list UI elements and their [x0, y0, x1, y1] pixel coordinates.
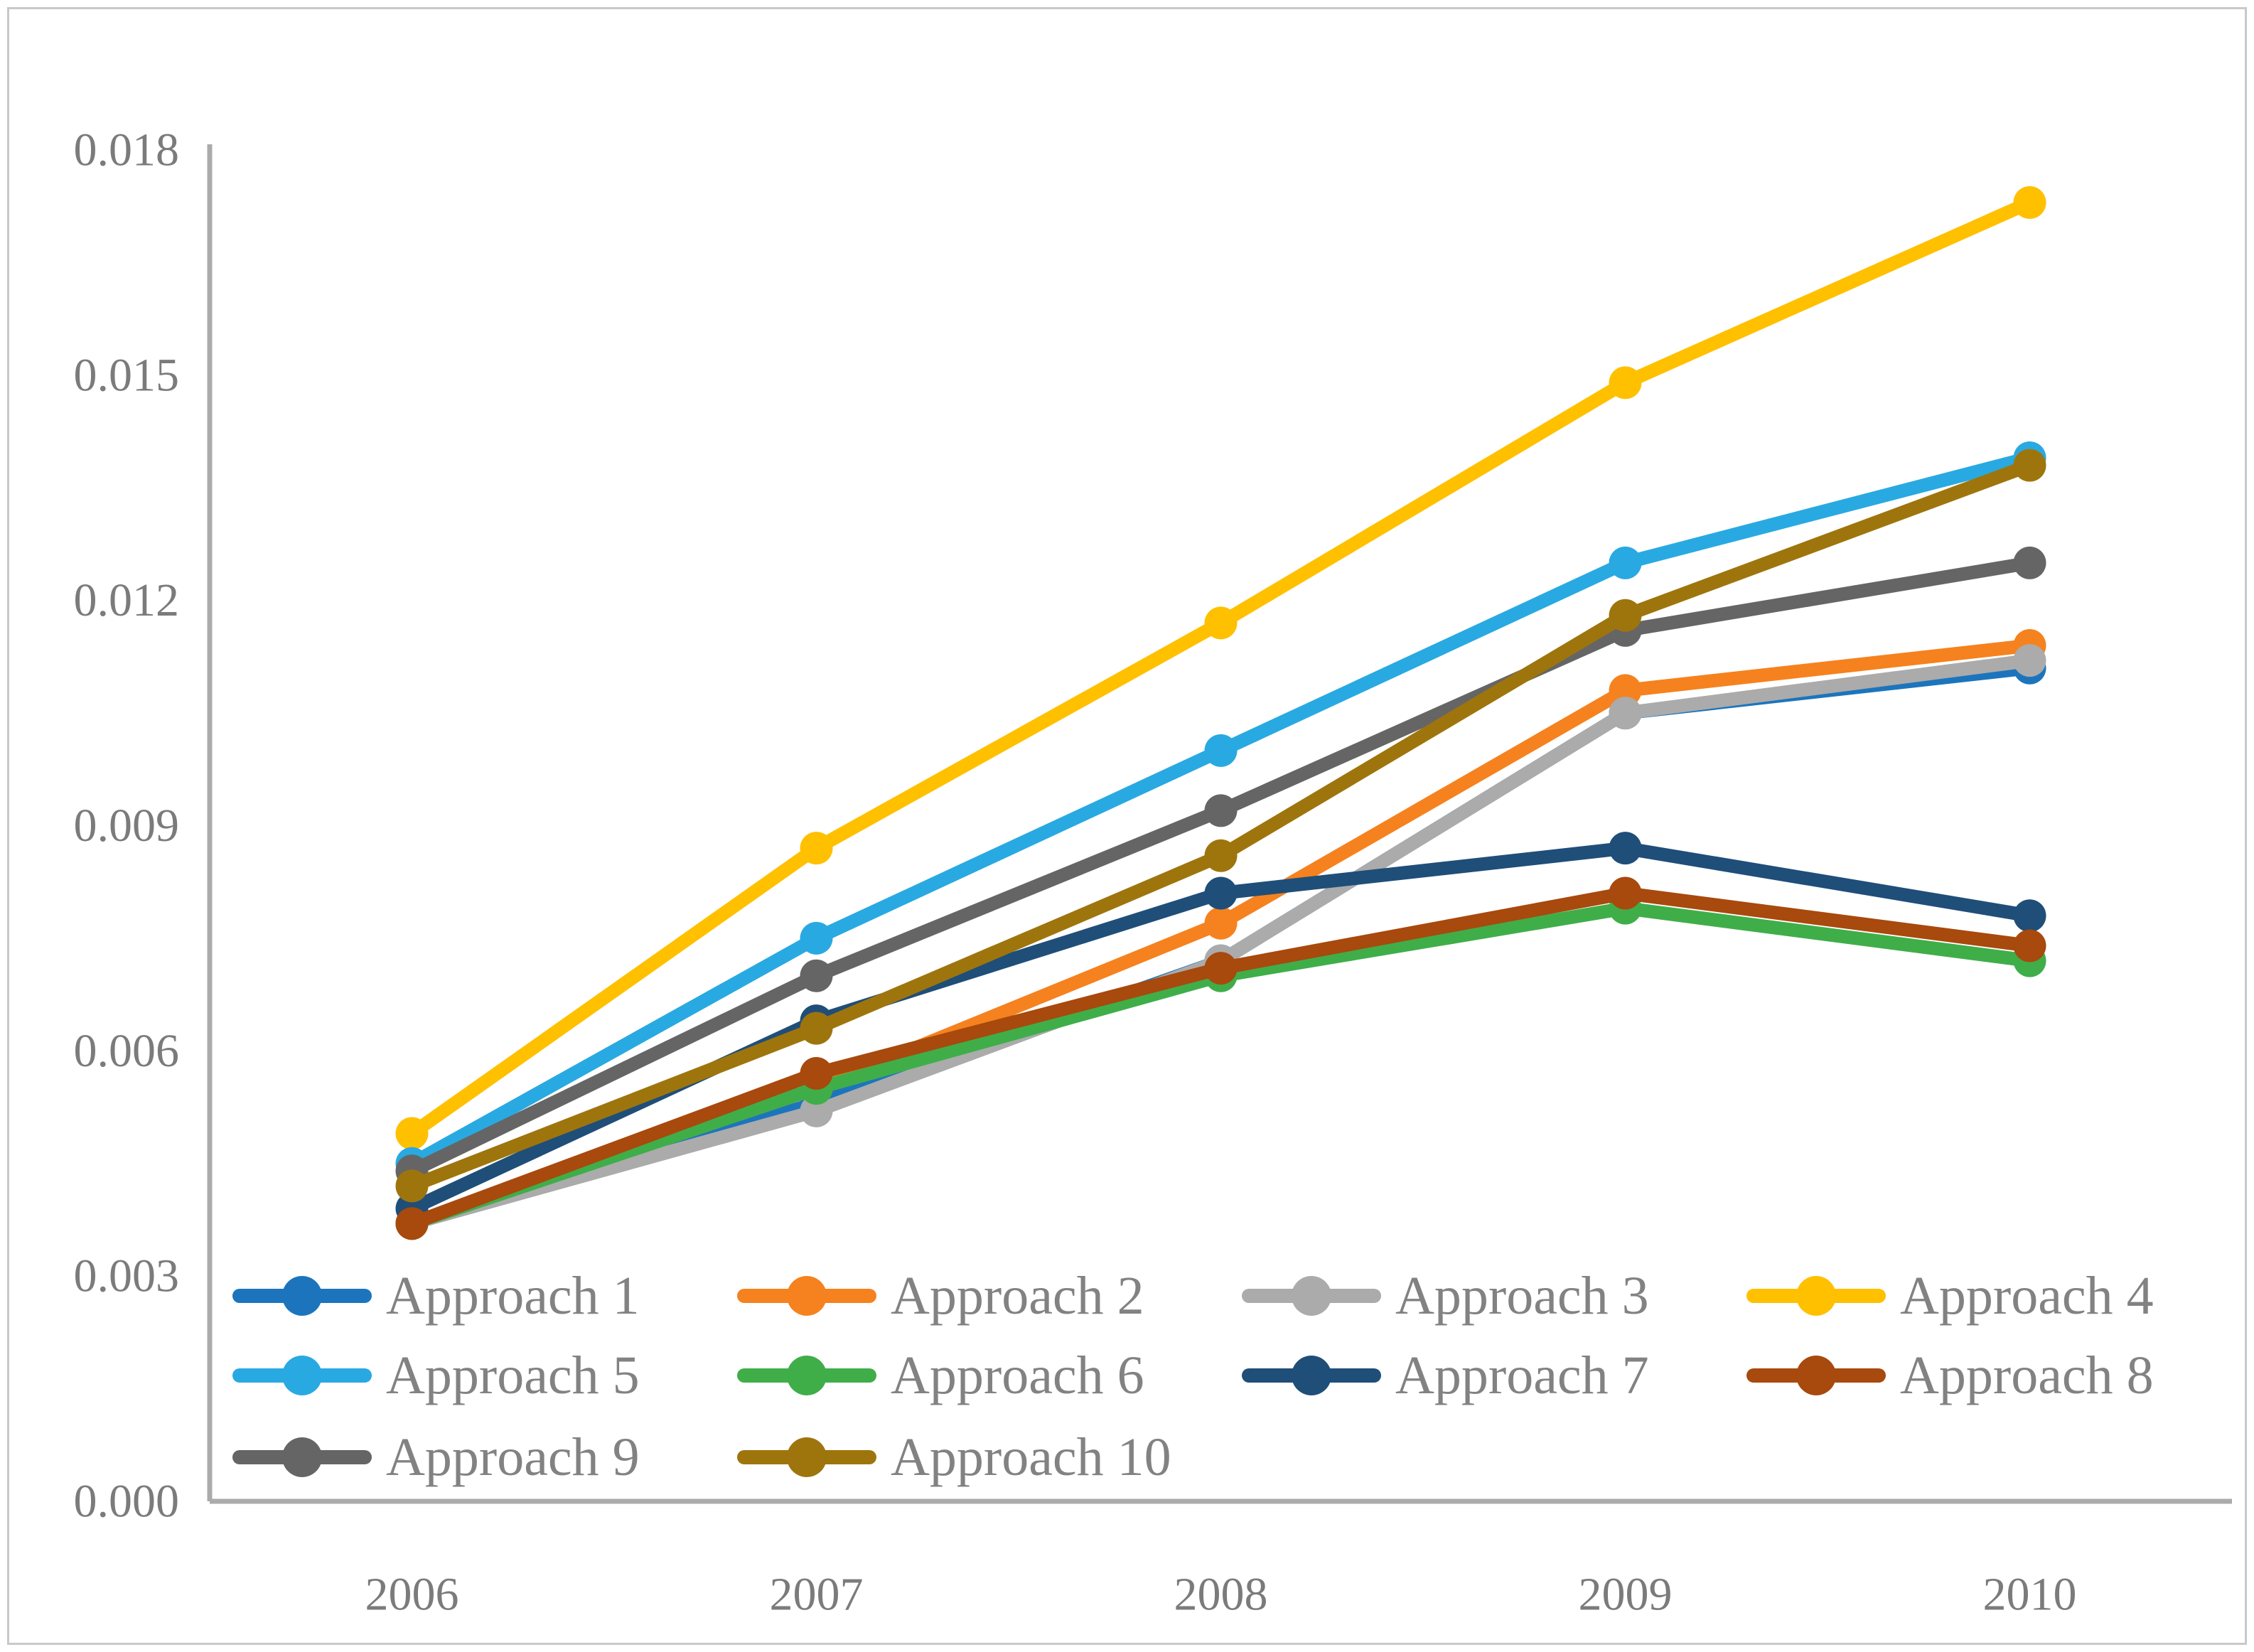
y-tick-label: 0.000 [74, 1476, 180, 1528]
data-point-approach-10-2008 [1204, 839, 1238, 872]
data-point-approach-8-2009 [1609, 876, 1642, 910]
data-point-approach-8-2010 [2013, 929, 2046, 962]
data-point-approach-8-2008 [1204, 952, 1238, 985]
legend-item-approach-3: Approach 3 [1242, 1266, 1649, 1326]
data-point-approach-7-2008 [1204, 876, 1238, 910]
legend-marker-icon-approach-4 [1796, 1276, 1836, 1316]
data-point-approach-2-2009 [1609, 674, 1642, 707]
data-point-approach-4-2007 [800, 832, 833, 865]
legend-marker-icon-approach-8 [1796, 1356, 1836, 1395]
legend-label-approach-2: Approach 2 [891, 1266, 1144, 1326]
legend-item-approach-2: Approach 2 [737, 1266, 1144, 1326]
x-tick-label: 2006 [365, 1568, 459, 1620]
data-point-approach-8-2006 [395, 1207, 429, 1240]
legend-item-approach-8: Approach 8 [1746, 1346, 2154, 1405]
legend-marker-icon-approach-6 [787, 1356, 827, 1395]
data-point-approach-5-2007 [800, 921, 833, 955]
legend-marker-icon-approach-3 [1292, 1276, 1331, 1316]
legend-label-approach-9: Approach 9 [386, 1427, 640, 1487]
legend-label-approach-6: Approach 6 [891, 1346, 1144, 1405]
data-point-approach-7-2010 [2013, 899, 2046, 933]
y-tick-label: 0.003 [74, 1250, 180, 1302]
legend-marker-icon-approach-5 [282, 1356, 322, 1395]
x-tick-label: 2009 [1579, 1568, 1673, 1620]
legend-item-approach-7: Approach 7 [1242, 1346, 1649, 1405]
legend-marker-icon-approach-9 [282, 1437, 322, 1477]
data-point-approach-5-2009 [1609, 546, 1642, 579]
legend-label-approach-7: Approach 7 [1395, 1346, 1649, 1405]
data-point-approach-4-2006 [395, 1117, 429, 1150]
data-point-approach-7-2009 [1609, 832, 1642, 865]
data-point-approach-9-2008 [1204, 794, 1238, 827]
data-point-approach-4-2010 [2013, 186, 2046, 219]
legend-marker-icon-approach-1 [282, 1276, 322, 1316]
legend-marker-icon-approach-2 [787, 1276, 827, 1316]
legend-item-approach-9: Approach 9 [232, 1427, 640, 1487]
legend-label-approach-8: Approach 8 [1900, 1346, 2154, 1405]
y-tick-label: 0.015 [74, 349, 180, 401]
series-approach-4 [395, 186, 2046, 1150]
data-point-approach-5-2008 [1204, 734, 1238, 767]
legend-label-approach-3: Approach 3 [1395, 1266, 1649, 1326]
legend-item-approach-1: Approach 1 [232, 1266, 640, 1326]
legend-label-approach-10: Approach 10 [891, 1427, 1171, 1487]
data-point-approach-10-2010 [2013, 449, 2046, 482]
legend: Approach 1 Approach 2 Approach 3 Approach 4… [232, 1266, 2154, 1487]
x-tick-label: 2007 [770, 1568, 864, 1620]
data-point-approach-4-2008 [1204, 606, 1238, 640]
y-tick-label: 0.006 [74, 1025, 180, 1077]
legend-item-approach-6: Approach 6 [737, 1346, 1144, 1405]
data-point-approach-9-2007 [800, 959, 833, 992]
y-tick-label: 0.012 [74, 574, 180, 626]
data-point-approach-10-2007 [800, 1012, 833, 1045]
data-point-approach-3-2009 [1609, 697, 1642, 730]
legend-marker-icon-approach-10 [787, 1437, 827, 1477]
data-point-approach-4-2009 [1609, 366, 1642, 399]
legend-marker-icon-approach-7 [1292, 1356, 1331, 1395]
legend-label-approach-1: Approach 1 [386, 1266, 640, 1326]
y-tick-label: 0.018 [74, 124, 180, 176]
legend-item-approach-4: Approach 4 [1746, 1266, 2154, 1326]
data-point-approach-2-2008 [1204, 906, 1238, 940]
legend-label-approach-5: Approach 5 [386, 1346, 640, 1405]
x-tick-label: 2010 [1983, 1568, 2077, 1620]
legend-label-approach-4: Approach 4 [1900, 1266, 2154, 1326]
data-point-approach-10-2009 [1609, 599, 1642, 632]
series-approach-8 [395, 876, 2046, 1240]
legend-item-approach-5: Approach 5 [232, 1346, 640, 1405]
x-tick-label: 2008 [1174, 1568, 1268, 1620]
legend-item-approach-10: Approach 10 [737, 1427, 1171, 1487]
data-point-approach-9-2010 [2013, 546, 2046, 579]
data-point-approach-3-2007 [800, 1094, 833, 1127]
data-point-approach-3-2010 [2013, 644, 2046, 677]
data-point-approach-10-2006 [395, 1169, 429, 1203]
y-tick-label: 0.009 [74, 800, 180, 852]
data-point-approach-8-2007 [800, 1057, 833, 1090]
series-approach-10 [395, 449, 2046, 1203]
